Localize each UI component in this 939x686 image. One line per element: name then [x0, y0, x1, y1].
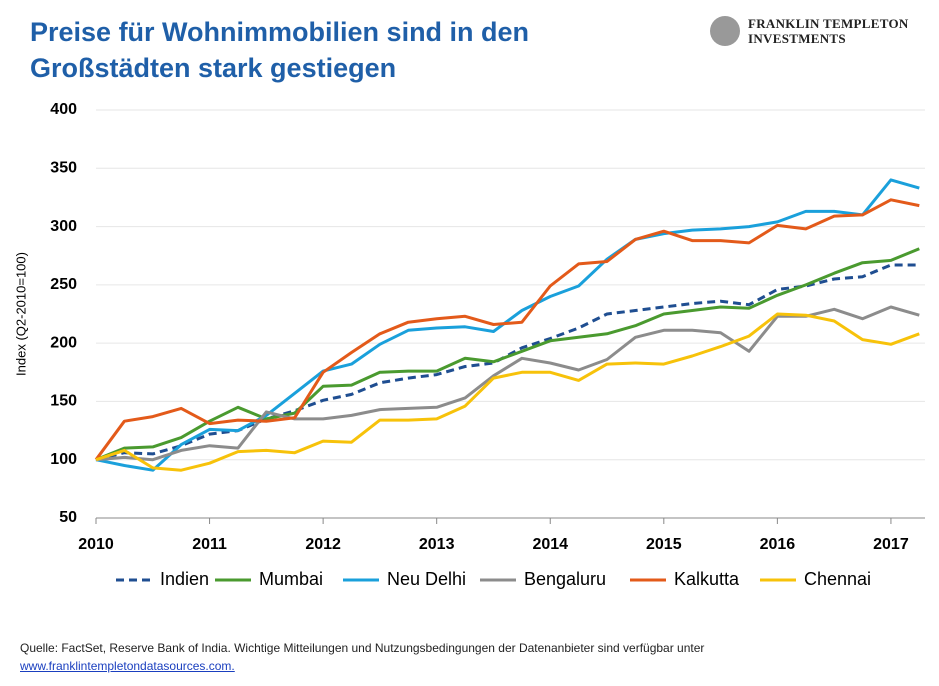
series-line	[95, 247, 920, 462]
logo-line: FRANKLIN TEMPLETON	[748, 16, 909, 31]
legend-label: Indien	[160, 569, 209, 589]
legend-label: Bengaluru	[524, 569, 606, 589]
legend-label: Kalkutta	[674, 569, 740, 589]
logo-icon	[710, 16, 740, 46]
y-tick-label: 350	[50, 160, 77, 177]
x-tick-label: 2015	[646, 536, 682, 553]
x-tick-label: 2011	[192, 536, 227, 553]
series-line	[95, 178, 920, 472]
x-tick-label: 2010	[78, 536, 114, 553]
series-line	[95, 305, 920, 462]
chart-title: Preise für Wohnimmobilien sind in den Gr…	[30, 17, 530, 83]
y-tick-label: 400	[50, 101, 77, 118]
series-line	[95, 312, 920, 472]
y-axis-label: Index (Q2-2010=100)	[13, 252, 28, 376]
x-tick-label: 2014	[532, 536, 568, 553]
series-line	[94, 198, 920, 461]
y-tick-label: 200	[50, 334, 77, 351]
x-tick-label: 2013	[419, 536, 455, 553]
source-link[interactable]: www.franklintempletondatasources.com.	[20, 659, 235, 673]
source: Quelle: FactSet, Reserve Bank of India. …	[20, 639, 704, 675]
logo: FRANKLIN TEMPLETON INVESTMENTS	[710, 16, 909, 46]
series-line	[95, 263, 920, 462]
y-tick-label: 50	[59, 509, 77, 526]
legend-label: Mumbai	[259, 569, 323, 589]
legend-label: Neu Delhi	[387, 569, 466, 589]
chart: Index (Q2-2010=100) 50 100 150 200 250 300 350…	[13, 101, 925, 589]
y-tick-label: 300	[50, 218, 77, 235]
legend-label: Chennai	[804, 569, 871, 589]
logo-line: INVESTMENTS	[748, 31, 846, 46]
y-tick-label: 150	[50, 393, 77, 410]
x-tick-label: 2016	[760, 536, 796, 553]
y-tick-label: 100	[50, 451, 77, 468]
x-tick-label: 2017	[873, 536, 909, 553]
source-text: Quelle: FactSet, Reserve Bank of India. …	[20, 641, 705, 655]
x-tick-label: 2012	[305, 536, 341, 553]
y-tick-label: 250	[50, 276, 77, 293]
